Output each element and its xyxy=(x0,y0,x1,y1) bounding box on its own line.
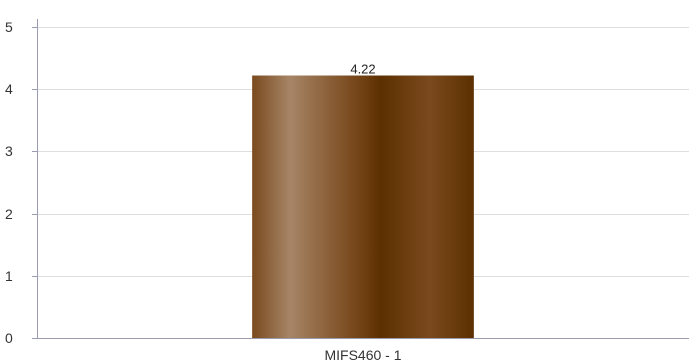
y-tick-label: 4 xyxy=(5,81,13,97)
y-tick-label: 1 xyxy=(5,268,13,284)
y-tick-label: 5 xyxy=(5,19,13,35)
axes xyxy=(32,19,689,339)
bars xyxy=(252,75,474,339)
x-tick-label: MIFS460 - 1 xyxy=(324,347,401,363)
y-tick-label: 3 xyxy=(5,143,13,159)
labels: 0 1 2 3 4 5 4.22 MIFS460 - 1 xyxy=(5,19,402,363)
bar-0[interactable] xyxy=(252,75,474,339)
bar-data-label: 4.22 xyxy=(350,62,375,77)
y-tick-label: 2 xyxy=(5,206,13,222)
y-tick-label: 0 xyxy=(5,330,13,346)
